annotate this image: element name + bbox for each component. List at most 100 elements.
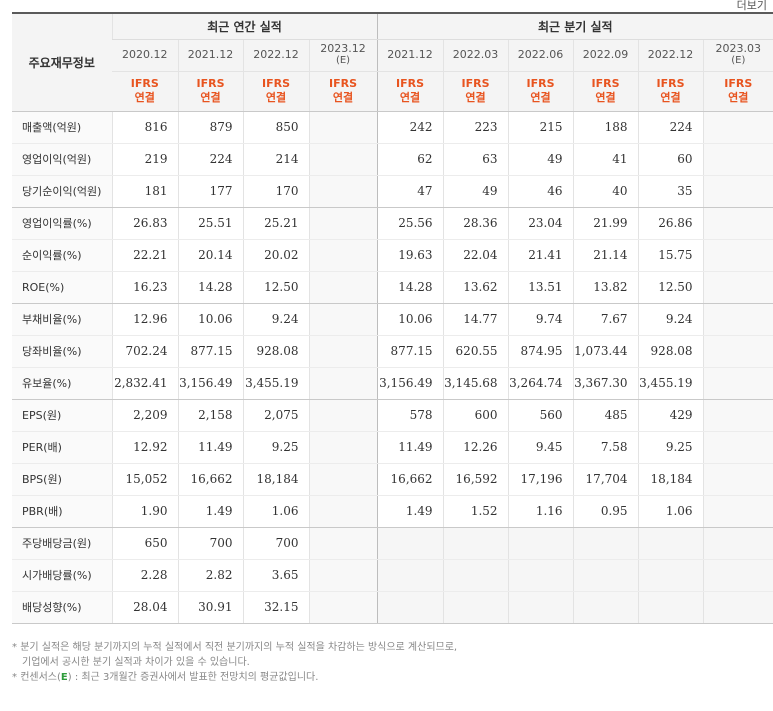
quarterly-value-cell: 1.06: [637, 495, 704, 528]
quarterly-value-cell: 560: [507, 399, 574, 432]
period-label: 2021.12: [187, 48, 234, 61]
annual-value-cell: 2,209: [111, 399, 178, 432]
quarterly-value-cell: 7.67: [572, 303, 639, 336]
annual-value-cell: 20.02: [242, 239, 309, 272]
period-label: 2023.03: [715, 42, 762, 55]
annual-value-cell: 1.49: [177, 495, 243, 528]
annual-value-cell: 12.50: [242, 271, 309, 304]
quarterly-value-cell: 17,196: [507, 463, 574, 496]
quarterly-value-cell: 10.06: [376, 303, 444, 336]
quarterly-value-cell: 17,704: [572, 463, 639, 496]
period-label: 2022.06: [517, 48, 564, 61]
quarterly-value-cell: 15.75: [637, 239, 704, 272]
quarterly-value-cell: [442, 559, 509, 592]
basis-header: IFRS 연결: [507, 71, 574, 112]
basis-ifrs: IFRS: [591, 77, 620, 90]
row-label: BPS(원): [12, 463, 112, 496]
quarterly-value-cell: 3,145.68: [442, 367, 509, 400]
basis-consolidated: 연결: [265, 91, 287, 104]
quarterly-value-cell: [702, 271, 773, 304]
basis-header: IFRS 연결: [702, 71, 773, 112]
table-row: 부채비율(%) 12.96 10.06 9.24 10.06 14.77 9.74 7.67 9…: [12, 303, 773, 336]
annual-value-cell: 9.24: [242, 303, 309, 336]
quarterly-value-cell: 13.82: [572, 271, 639, 304]
quarterly-value-cell: 12.26: [442, 431, 509, 464]
label-column-header: 주요재무정보: [12, 13, 112, 112]
quarterly-value-cell: 7.58: [572, 431, 639, 464]
quarterly-value-cell: [572, 559, 639, 592]
annual-value-cell: 25.51: [177, 207, 243, 240]
annual-value-cell: 3.65: [242, 559, 309, 592]
quarterly-value-cell: 242: [376, 111, 444, 144]
annual-value-cell: 26.83: [111, 207, 178, 240]
period-header: 2022.06: [507, 39, 574, 72]
annual-value-cell: 850: [242, 111, 309, 144]
quarterly-value-cell: [572, 527, 639, 560]
quarterly-value-cell: 49: [442, 175, 509, 208]
annual-value-cell: 14.28: [177, 271, 243, 304]
annual-value-cell: 22.21: [111, 239, 178, 272]
quarterly-value-cell: [702, 559, 773, 592]
quarterly-value-cell: 3,264.74: [507, 367, 574, 400]
quarterly-value-cell: 485: [572, 399, 639, 432]
annual-value-cell: [308, 367, 378, 400]
quarterly-value-cell: 223: [442, 111, 509, 144]
annual-value-cell: 10.06: [177, 303, 243, 336]
quarterly-value-cell: [702, 143, 773, 176]
period-label: 2022.09: [582, 48, 629, 61]
quarterly-value-cell: 23.04: [507, 207, 574, 240]
annual-value-cell: 32.15: [242, 591, 309, 624]
period-header: 2022.12: [637, 39, 704, 72]
annual-group-header: 최근 연간 실적: [111, 13, 378, 40]
quarterly-value-cell: 1,073.44: [572, 335, 639, 368]
quarterly-value-cell: [702, 527, 773, 560]
row-label: ROE(%): [12, 271, 112, 304]
annual-value-cell: 224: [177, 143, 243, 176]
row-label: 순이익률(%): [12, 239, 112, 272]
estimate-marker: (E): [335, 55, 351, 66]
quarterly-value-cell: 35: [637, 175, 704, 208]
annual-value-cell: [308, 271, 378, 304]
quarterly-value-cell: 14.28: [376, 271, 444, 304]
table-row: 당좌비율(%) 702.24 877.15 928.08 877.15 620.55 874…: [12, 335, 773, 368]
financial-summary-table: 주요재무정보 최근 연간 실적 최근 분기 실적 2020.12 2021.12 2…: [12, 12, 773, 624]
footnote-consensus: * 컨센서스(E) : 최근 3개월간 증권사에서 발표한 전망치의 평균값입니…: [12, 672, 319, 683]
quarterly-value-cell: 9.25: [637, 431, 704, 464]
more-link[interactable]: 더보기: [736, 0, 767, 12]
annual-value-cell: 20.14: [177, 239, 243, 272]
annual-value-cell: [308, 527, 378, 560]
basis-header: IFRS 연결: [572, 71, 639, 112]
footnote-quarterly: * 분기 실적은 해당 분기까지의 누적 실적에서 직전 분기까지의 누적 실적…: [12, 642, 458, 653]
basis-consolidated: 연결: [332, 91, 354, 104]
quarterly-value-cell: 22.04: [442, 239, 509, 272]
basis-consolidated: 연결: [399, 91, 421, 104]
quarterly-value-cell: 877.15: [376, 335, 444, 368]
table-row: ROE(%) 16.23 14.28 12.50 14.28 13.62 13.51 13.8…: [12, 271, 773, 304]
annual-value-cell: 25.21: [242, 207, 309, 240]
annual-value-cell: [308, 239, 378, 272]
annual-value-cell: [308, 335, 378, 368]
quarterly-value-cell: 3,455.19: [637, 367, 704, 400]
quarterly-value-cell: 13.51: [507, 271, 574, 304]
quarterly-value-cell: [442, 527, 509, 560]
quarterly-value-cell: [637, 591, 704, 624]
quarterly-value-cell: 21.99: [572, 207, 639, 240]
table-row: BPS(원) 15,052 16,662 18,184 16,662 16,592 17,1…: [12, 463, 773, 496]
quarterly-value-cell: 12.50: [637, 271, 704, 304]
annual-value-cell: 2.28: [111, 559, 178, 592]
quarterly-value-cell: 874.95: [507, 335, 574, 368]
quarterly-value-cell: 46: [507, 175, 574, 208]
annual-value-cell: 700: [177, 527, 243, 560]
quarterly-value-cell: 578: [376, 399, 444, 432]
basis-ifrs: IFRS: [724, 77, 753, 90]
quarterly-value-cell: [442, 591, 509, 624]
quarterly-value-cell: 9.45: [507, 431, 574, 464]
annual-value-cell: 181: [111, 175, 178, 208]
row-label: 매출액(억원): [12, 111, 112, 144]
basis-header: IFRS 연결: [637, 71, 704, 112]
annual-value-cell: [308, 303, 378, 336]
footnote-quarterly-cont: 기업에서 공시한 분기 실적과 차이가 있을 수 있습니다.: [22, 657, 250, 668]
annual-value-cell: [308, 559, 378, 592]
footnotes: * 분기 실적은 해당 분기까지의 누적 실적에서 직전 분기까지의 누적 실적…: [12, 640, 773, 685]
annual-value-cell: 16.23: [111, 271, 178, 304]
